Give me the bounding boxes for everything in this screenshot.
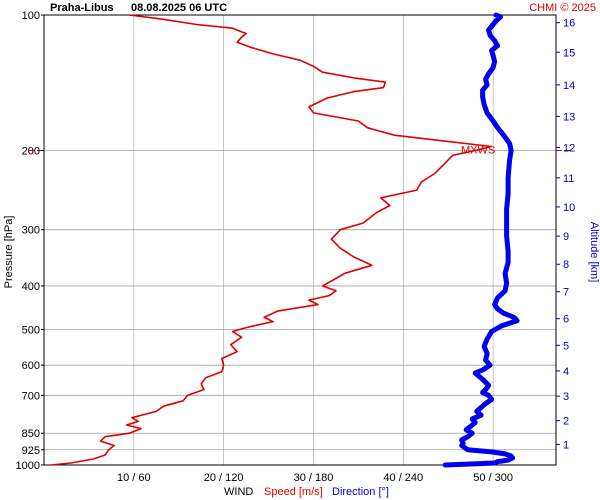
altitude-tick-label: 10 [563,202,575,214]
altitude-tick-label: 15 [563,47,575,59]
x-tick-label: 20 / 120 [204,472,244,484]
y-axis-label: Pressure [hPa] [3,216,15,289]
direction-series-line [442,12,520,468]
altitude-tick-label: 6 [563,314,569,326]
altitude-tick-label: 12 [563,143,575,155]
x-axis-label-wind: WIND [224,486,253,498]
altitude-tick-label: 1 [563,439,569,451]
altitude-tick-label: 13 [563,111,575,123]
altitude-tick-label: 3 [563,391,569,403]
x-tick-label: 30 / 180 [294,472,334,484]
pressure-tick-label: 1000 [16,460,40,472]
pressure-tick-label: 925 [22,445,40,457]
copyright-text: CHMI © 2025 [529,2,596,14]
pressure-tick-label: 600 [22,360,40,372]
altitude-tick-label: 7 [563,287,569,299]
pressure-tick-label: 200 [22,145,40,157]
pressure-tick-label: 700 [22,390,40,402]
series-lines [51,12,520,468]
y2-axis-label: Altitude [km] [588,222,600,283]
axes: 10 / 60 20 / 120 30 / 180 40 / 240 50 / 300 1… [16,10,576,484]
altitude-tick-label: 9 [563,231,569,243]
pressure-tick-label: 300 [22,225,40,237]
x-tick-label: 10 / 60 [117,472,151,484]
pressure-tick-label: 500 [22,325,40,337]
pressure-tick-label: 400 [22,281,40,293]
x-tick-label: 50 / 300 [473,472,513,484]
altitude-tick-label: 14 [563,80,575,92]
altitude-tick-label: 5 [563,340,569,352]
sounding-datetime: 08.08.2025 06 UTC [131,2,227,14]
x-axis-label-speed: Speed [m/s] [264,486,323,498]
altitude-tick-label: 11 [563,173,574,185]
altitude-tick-label: 16 [563,18,575,30]
pressure-tick-label: 100 [22,10,40,22]
x-tick-label: 40 / 240 [383,472,423,484]
altitude-tick-label: 2 [563,416,569,428]
x-axis-label-direction: Direction [°] [332,486,389,498]
plot-frame [43,14,557,466]
altitude-tick-label: 8 [563,259,569,271]
altitude-tick-label: 4 [563,366,569,378]
station-name: Praha-Libus [50,2,114,14]
pressure-tick-label: 850 [22,428,40,440]
grid-lines [44,15,556,465]
speed-series-line [51,14,493,466]
